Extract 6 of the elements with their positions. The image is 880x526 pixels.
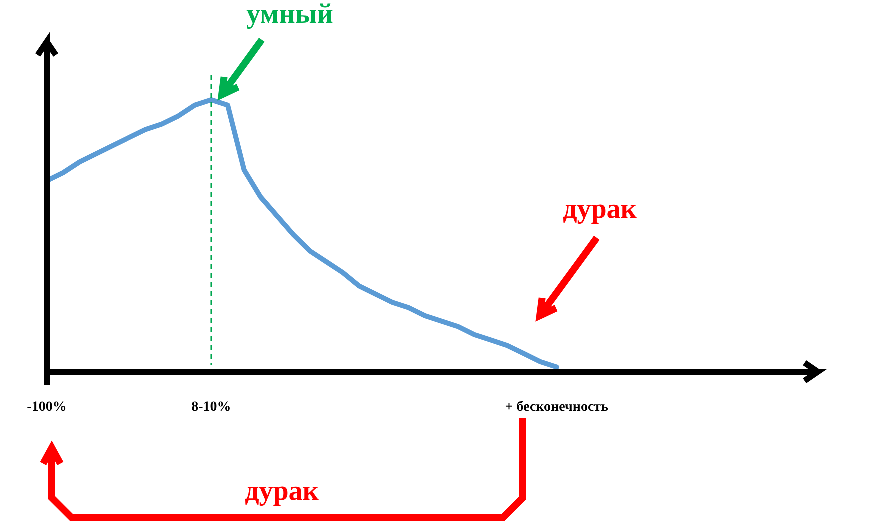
x-tick-label: 8-10% (192, 400, 232, 415)
annotation: дурак (563, 194, 638, 225)
x-tick-label: + бесконечность (505, 400, 610, 415)
text: дурак (245, 476, 320, 507)
text: умный (246, 0, 334, 30)
x-tick-label: -100% (27, 400, 67, 415)
